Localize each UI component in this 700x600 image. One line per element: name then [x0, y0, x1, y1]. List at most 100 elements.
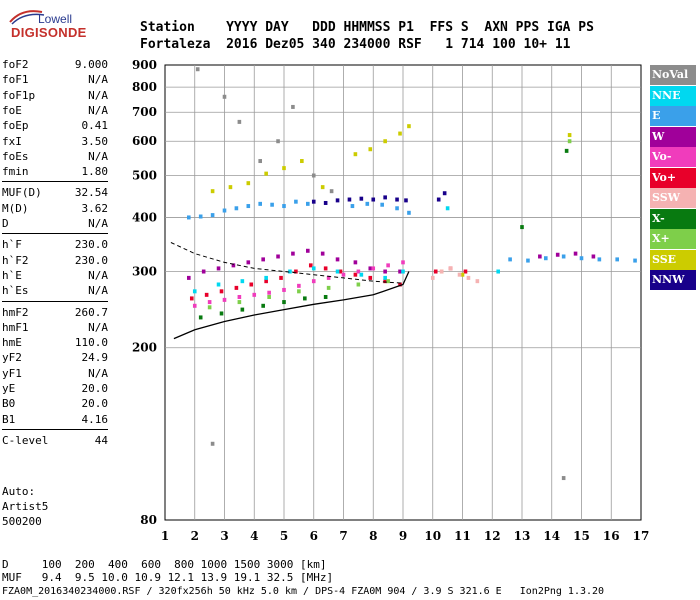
data-point: [442, 191, 447, 196]
x-tick-label: 9: [399, 529, 407, 543]
param-name: fmin: [2, 165, 29, 179]
data-point: [240, 279, 245, 284]
param-name: M(D): [2, 201, 29, 215]
data-point: [249, 282, 254, 287]
data-point: [448, 266, 453, 271]
data-point: [264, 275, 268, 280]
data-point: [538, 254, 542, 259]
data-point: [261, 257, 265, 262]
data-point: [404, 198, 408, 203]
data-point: [288, 269, 292, 274]
y-tick-label: 900: [132, 58, 157, 72]
logo-swoosh-icon: [9, 10, 45, 25]
data-point: [231, 263, 236, 268]
header-labels: Station YYYY DAY DDD HHMMSS P1 FFS S AXN…: [140, 20, 594, 35]
data-point: [210, 189, 215, 194]
param-name: foEp: [2, 119, 29, 133]
data-point: [371, 266, 376, 271]
param-name: fxI: [2, 134, 22, 148]
data-point: [210, 441, 215, 446]
data-point: [311, 199, 316, 204]
param-value: 32.54: [74, 186, 108, 200]
param-separator: [2, 428, 108, 430]
footer-fileinfo: FZA0M_2016340234000.RSF / 320fx256h 50 k…: [2, 586, 605, 597]
data-point: [252, 292, 257, 297]
param-name: yF1: [2, 366, 22, 380]
param-row: yF1 N/A: [2, 367, 108, 381]
data-point: [466, 275, 471, 280]
data-point: [198, 214, 203, 219]
data-point: [326, 275, 331, 280]
data-point: [258, 201, 262, 206]
data-point: [246, 260, 251, 265]
data-point: [216, 282, 221, 287]
param-row: MUF(D) 32.54: [2, 186, 108, 200]
param-value: 230.0: [74, 253, 108, 267]
param-value: 24.9: [81, 351, 109, 365]
data-point: [207, 305, 212, 310]
data-point: [526, 258, 530, 263]
data-point: [561, 476, 566, 481]
param-row: h`F 230.0: [2, 238, 108, 252]
param-value: 230.0: [74, 238, 108, 252]
data-point: [222, 297, 227, 302]
data-point: [234, 206, 239, 211]
param-name: B1: [2, 412, 16, 426]
data-point: [401, 269, 405, 274]
data-point: [573, 251, 578, 256]
data-point: [359, 196, 364, 201]
param-row: h`Es N/A: [2, 284, 108, 298]
param-value: 3.62: [81, 201, 109, 215]
param-name: yF2: [2, 351, 22, 365]
data-point: [475, 279, 480, 284]
param-name: foF2: [2, 58, 29, 71]
param-value: N/A: [88, 217, 108, 230]
param-name: D: [2, 217, 9, 230]
data-point: [323, 200, 328, 205]
x-tick-label: 11: [454, 529, 471, 543]
code-label: 500200: [2, 515, 42, 528]
data-point: [297, 289, 301, 294]
x-tick-label: 10: [424, 529, 441, 543]
data-point: [234, 285, 239, 290]
param-name: hmE: [2, 336, 22, 350]
param-value: 4.16: [81, 412, 109, 426]
param-row: hmE 110.0: [2, 336, 108, 350]
param-value: 110.0: [74, 336, 108, 350]
data-point: [323, 266, 328, 271]
data-point: [323, 294, 328, 299]
data-point: [383, 269, 387, 274]
data-point: [311, 279, 316, 284]
legend-item: SSE: [650, 249, 696, 270]
param-name: foF1: [2, 73, 29, 87]
data-point: [430, 275, 435, 280]
param-value: N/A: [88, 268, 108, 282]
param-value: N/A: [88, 320, 108, 334]
footer-distance: D 100 200 400 600 800 1000 1500 3000 [km…: [2, 558, 327, 571]
data-point: [463, 269, 468, 274]
data-point: [267, 290, 271, 295]
data-point: [329, 189, 334, 194]
data-point: [282, 287, 286, 292]
data-point: [591, 254, 596, 259]
x-tick-label: 15: [573, 529, 590, 543]
data-point: [386, 279, 390, 284]
data-point: [294, 269, 298, 274]
data-point: [210, 213, 215, 218]
data-point: [439, 269, 444, 274]
data-point: [282, 300, 286, 305]
param-value: 3.50: [81, 134, 109, 148]
data-point: [380, 202, 384, 207]
data-point: [320, 251, 325, 256]
data-point: [368, 147, 373, 152]
x-tick-label: 12: [484, 529, 501, 543]
legend-item: NNW: [650, 270, 696, 290]
param-row: hmF2 260.7: [2, 306, 108, 320]
param-value: N/A: [88, 103, 108, 117]
param-name: foF1p: [2, 88, 36, 102]
param-row: M(D) 3.62: [2, 202, 108, 216]
data-point: [303, 296, 307, 301]
param-name: hmF1: [2, 320, 29, 334]
x-tick-label: 7: [339, 529, 347, 543]
data-point: [457, 272, 462, 277]
